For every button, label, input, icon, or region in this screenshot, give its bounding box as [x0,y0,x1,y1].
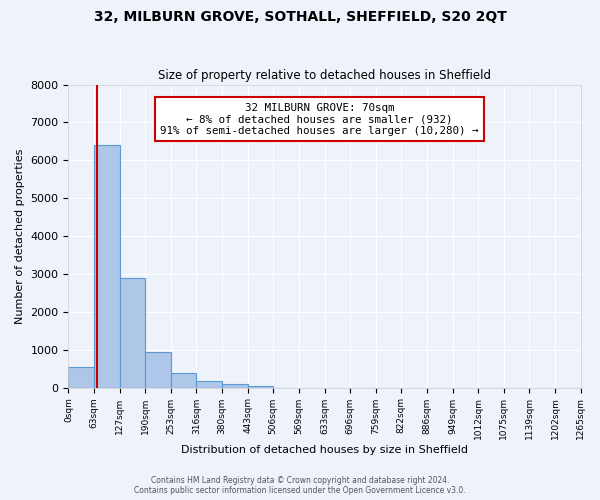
Bar [248,386,273,388]
Bar [171,373,196,388]
Bar [145,352,171,388]
Bar [68,367,94,388]
Bar [120,278,145,388]
Bar [94,145,120,388]
Text: Contains HM Land Registry data © Crown copyright and database right 2024.
Contai: Contains HM Land Registry data © Crown c… [134,476,466,495]
Text: 32 MILBURN GROVE: 70sqm
← 8% of detached houses are smaller (932)
91% of semi-de: 32 MILBURN GROVE: 70sqm ← 8% of detached… [160,102,479,136]
Y-axis label: Number of detached properties: Number of detached properties [15,148,25,324]
Bar [222,384,248,388]
Title: Size of property relative to detached houses in Sheffield: Size of property relative to detached ho… [158,69,491,82]
X-axis label: Distribution of detached houses by size in Sheffield: Distribution of detached houses by size … [181,445,468,455]
Text: 32, MILBURN GROVE, SOTHALL, SHEFFIELD, S20 2QT: 32, MILBURN GROVE, SOTHALL, SHEFFIELD, S… [94,10,506,24]
Bar [196,381,222,388]
